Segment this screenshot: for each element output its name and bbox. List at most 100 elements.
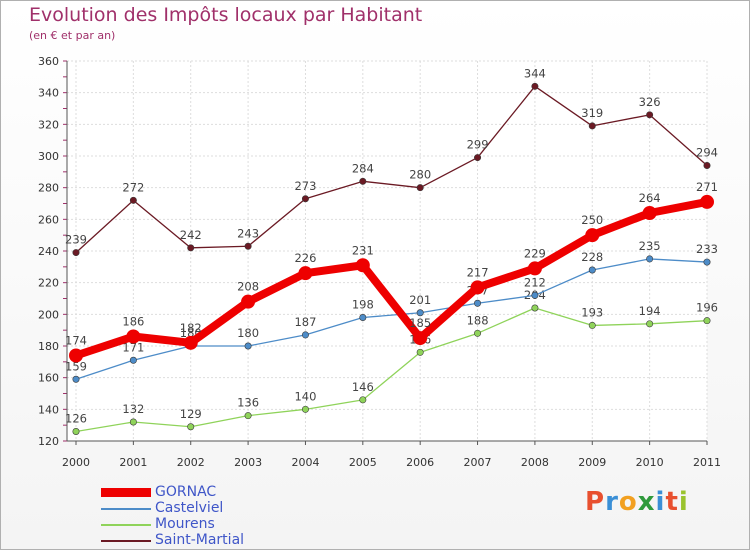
logo-letter: i xyxy=(678,487,689,517)
data-label-castelviel: 201 xyxy=(409,293,431,307)
data-point-saint-martial xyxy=(703,162,711,170)
data-point-gornac xyxy=(700,194,714,209)
logo-letter: o xyxy=(618,487,638,517)
data-label-mourens: 140 xyxy=(294,389,316,403)
data-point-gornac xyxy=(413,331,428,346)
data-label-gornac: 264 xyxy=(639,191,661,205)
data-point-gornac xyxy=(126,329,141,344)
data-label-mourens: 196 xyxy=(696,301,718,315)
data-label-saint-martial: 326 xyxy=(639,95,661,109)
data-point-saint-martial xyxy=(187,244,195,252)
data-point-mourens xyxy=(703,317,711,325)
data-point-castelviel xyxy=(359,313,367,321)
data-point-mourens xyxy=(301,405,309,413)
x-tick-label: 2003 xyxy=(234,456,262,469)
data-label-mourens: 146 xyxy=(352,380,374,394)
data-label-gornac: 229 xyxy=(524,246,546,260)
data-label-saint-martial: 344 xyxy=(524,66,546,80)
data-label-mourens: 129 xyxy=(180,407,202,421)
data-label-saint-martial: 272 xyxy=(122,180,144,194)
data-label-castelviel: 233 xyxy=(696,242,718,256)
data-point-gornac xyxy=(585,228,600,243)
data-point-saint-martial xyxy=(588,122,596,130)
series-line-castelviel xyxy=(75,258,708,380)
data-point-castelviel xyxy=(72,375,80,383)
legend-label-gornac: GORNAC xyxy=(155,484,217,500)
data-label-saint-martial: 280 xyxy=(409,168,431,182)
data-point-castelviel xyxy=(588,266,596,274)
data-point-saint-martial xyxy=(72,249,80,257)
data-label-gornac: 208 xyxy=(237,280,259,294)
data-point-saint-martial xyxy=(416,184,424,192)
y-tick-label: 300 xyxy=(38,150,59,163)
data-point-gornac xyxy=(470,280,485,295)
data-point-gornac xyxy=(527,261,542,276)
x-tick-label: 2008 xyxy=(521,456,549,469)
data-label-saint-martial: 243 xyxy=(237,226,259,240)
series-line-mourens xyxy=(75,307,708,433)
data-point-gornac xyxy=(298,266,313,281)
data-label-castelviel: 180 xyxy=(237,326,259,340)
x-tick-label: 2005 xyxy=(349,456,377,469)
data-label-saint-martial: 294 xyxy=(696,146,718,160)
x-tick-label: 2001 xyxy=(119,456,147,469)
legend-swatch-mourens xyxy=(101,524,151,526)
data-point-castelviel xyxy=(301,331,309,339)
chart-title: Evolution des Impôts locaux par Habitant xyxy=(29,4,423,26)
data-point-saint-martial xyxy=(359,177,367,185)
data-label-gornac: 226 xyxy=(294,251,316,265)
data-label-castelviel: 187 xyxy=(294,315,316,329)
legend-label-castelviel: Castelviel xyxy=(155,500,224,516)
data-point-castelviel xyxy=(531,291,539,299)
data-point-saint-martial xyxy=(474,154,482,162)
data-point-mourens xyxy=(72,427,80,435)
data-point-mourens xyxy=(244,412,252,420)
data-point-gornac xyxy=(183,335,198,350)
legend-swatch-gornac xyxy=(101,488,151,497)
data-point-castelviel xyxy=(244,342,252,350)
data-label-saint-martial: 284 xyxy=(352,161,374,175)
data-point-castelviel xyxy=(416,309,424,317)
logo-letter: r xyxy=(605,487,619,517)
data-point-gornac xyxy=(69,348,83,363)
chart-subtitle: (en € et par an) xyxy=(29,29,116,42)
y-tick-label: 200 xyxy=(38,308,59,321)
series-line-gornac xyxy=(72,197,711,360)
x-tick-label: 2006 xyxy=(406,456,434,469)
data-point-saint-martial xyxy=(646,111,654,119)
data-label-castelviel: 171 xyxy=(122,340,144,354)
y-tick-label: 120 xyxy=(38,435,59,448)
data-label-saint-martial: 299 xyxy=(467,138,489,152)
y-tick-label: 180 xyxy=(38,340,59,353)
data-point-mourens xyxy=(588,321,596,329)
legend-swatch-saint-martial xyxy=(101,540,151,542)
data-point-saint-martial xyxy=(531,82,539,90)
data-point-mourens xyxy=(416,348,424,356)
data-label-castelviel: 212 xyxy=(524,275,546,289)
data-point-saint-martial xyxy=(301,195,309,203)
data-label-gornac: 231 xyxy=(352,243,374,257)
y-tick-label: 140 xyxy=(38,403,59,416)
x-tick-label: 2010 xyxy=(636,456,664,469)
data-point-gornac xyxy=(241,294,256,309)
data-label-mourens: 126 xyxy=(65,412,87,426)
legend-swatch-castelviel xyxy=(101,508,151,510)
data-point-castelviel xyxy=(129,356,137,364)
y-tick-label: 160 xyxy=(38,372,59,385)
data-point-saint-martial xyxy=(129,196,137,204)
y-tick-label: 260 xyxy=(38,213,59,226)
series-line-saint-martial xyxy=(75,85,708,254)
legend-label-saint-martial: Saint-Martial xyxy=(155,532,245,548)
x-tick-label: 2002 xyxy=(177,456,205,469)
data-label-saint-martial: 319 xyxy=(581,106,603,120)
data-point-mourens xyxy=(187,423,195,431)
data-label-saint-martial: 239 xyxy=(65,233,87,247)
logo-letter: i xyxy=(655,487,666,517)
data-point-saint-martial xyxy=(244,242,252,250)
data-point-castelviel xyxy=(703,258,711,266)
data-point-mourens xyxy=(359,396,367,404)
proxiti-logo: Proxiti xyxy=(585,487,689,517)
data-label-gornac: 182 xyxy=(180,321,202,335)
data-label-mourens: 132 xyxy=(122,402,144,416)
